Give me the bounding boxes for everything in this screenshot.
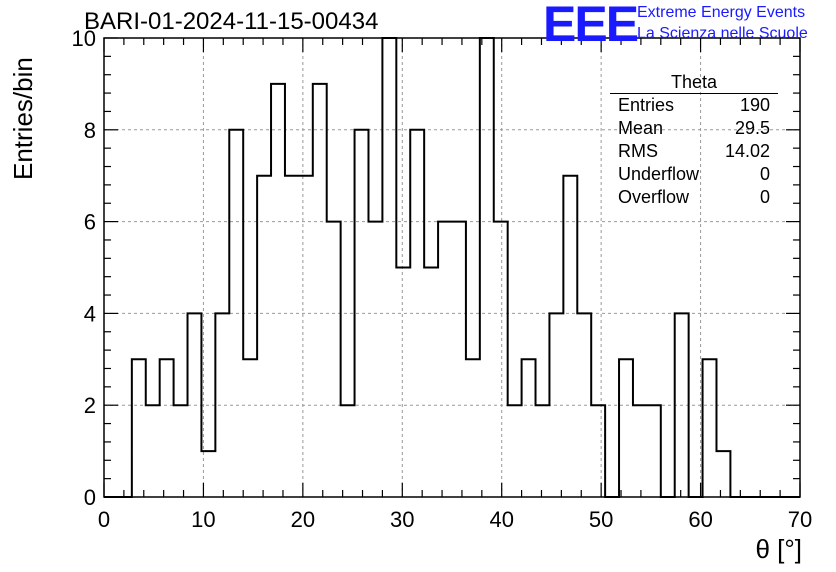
histogram-bin bbox=[410, 130, 424, 497]
histogram-bin bbox=[299, 176, 313, 497]
y-tick-label: 4 bbox=[84, 301, 96, 326]
stat-label: Underflow bbox=[618, 164, 700, 184]
histogram-bin bbox=[563, 176, 577, 497]
histogram-bin bbox=[132, 359, 146, 497]
histogram-bin bbox=[536, 405, 550, 497]
stats-box: Theta Entries 190 Mean 29.5 RMS 14.02 Un… bbox=[610, 72, 778, 209]
stat-value: 14.02 bbox=[724, 141, 770, 161]
x-tick-label: 40 bbox=[489, 507, 513, 532]
stat-label: Entries bbox=[618, 95, 675, 115]
histogram-bin bbox=[382, 38, 396, 497]
histogram-bars bbox=[104, 37, 800, 498]
stat-row-entries: Entries 190 bbox=[610, 94, 778, 117]
x-tick-label: 60 bbox=[688, 507, 712, 532]
x-tick-label: 20 bbox=[291, 507, 315, 532]
stat-value: 0 bbox=[759, 187, 770, 207]
histogram-bin bbox=[522, 359, 536, 497]
histogram-bin bbox=[188, 313, 202, 497]
x-tick-label: 70 bbox=[788, 507, 812, 532]
histogram-bin bbox=[243, 359, 257, 497]
histogram-bin bbox=[257, 176, 271, 497]
histogram-bin bbox=[438, 222, 452, 497]
y-tick-label: 2 bbox=[84, 393, 96, 418]
stat-value: 29.5 bbox=[734, 118, 770, 138]
histogram-bin bbox=[633, 405, 647, 497]
chart-title: BARI-01-2024-11-15-00434 bbox=[84, 8, 379, 35]
y-tick-label: 0 bbox=[84, 485, 96, 510]
stat-row-overflow: Overflow 0 bbox=[610, 186, 778, 209]
y-tick-label: 10 bbox=[72, 26, 96, 51]
x-axis-label: θ [°] bbox=[755, 534, 802, 564]
axis-ticks: 0 10 20 30 40 50 60 70 0 2 4 6 8 10 bbox=[72, 26, 813, 532]
histogram-bin bbox=[466, 359, 480, 497]
histogram-bin bbox=[285, 176, 299, 497]
histogram-bin bbox=[480, 38, 494, 497]
histogram-bin bbox=[508, 405, 522, 497]
logo-line-1: Extreme Energy Events bbox=[637, 4, 806, 21]
stat-value: 190 bbox=[739, 95, 770, 115]
histogram-bin bbox=[591, 405, 605, 497]
histogram-bin bbox=[174, 405, 188, 497]
y-tick-label: 8 bbox=[84, 118, 96, 143]
stat-label: Overflow bbox=[618, 187, 690, 207]
y-tick-label: 6 bbox=[84, 210, 96, 235]
x-tick-label: 0 bbox=[98, 507, 110, 532]
stat-label: Mean bbox=[618, 118, 664, 138]
axes-frame bbox=[103, 37, 801, 498]
histogram-bin bbox=[160, 359, 174, 497]
y-axis-label: Entries/bin bbox=[8, 57, 38, 180]
histogram-bin bbox=[675, 313, 689, 497]
histogram-bin bbox=[647, 405, 661, 497]
histogram-bin bbox=[396, 268, 410, 498]
eee-logo-mark: EEE bbox=[543, 0, 639, 52]
histogram-bin bbox=[313, 84, 327, 497]
x-tick-label: 30 bbox=[390, 507, 414, 532]
x-tick-label: 10 bbox=[191, 507, 215, 532]
stats-title: Theta bbox=[610, 72, 778, 94]
histogram-bin bbox=[368, 222, 382, 497]
histogram-bin bbox=[271, 84, 285, 497]
histogram-bin bbox=[703, 359, 717, 497]
histogram-bin bbox=[549, 313, 563, 497]
histogram-bin bbox=[619, 359, 633, 497]
x-tick-label: 50 bbox=[589, 507, 613, 532]
stat-row-mean: Mean 29.5 bbox=[610, 117, 778, 140]
histogram-bin bbox=[146, 405, 160, 497]
stat-row-rms: RMS 14.02 bbox=[610, 140, 778, 163]
histogram-bin bbox=[494, 222, 508, 497]
histogram-bin bbox=[341, 405, 355, 497]
stat-label: RMS bbox=[618, 141, 658, 161]
histogram-bin bbox=[716, 451, 730, 497]
histogram-bin bbox=[577, 313, 591, 497]
histogram-bin bbox=[229, 130, 243, 497]
histogram-bin bbox=[355, 130, 369, 497]
histogram-outline bbox=[104, 37, 800, 498]
histogram-bin bbox=[215, 313, 229, 497]
stat-value: 0 bbox=[759, 164, 770, 184]
logo-line-2: La Scienza nelle Scuole bbox=[637, 25, 808, 42]
plot-frame bbox=[103, 37, 801, 498]
stat-row-underflow: Underflow 0 bbox=[610, 163, 778, 186]
histogram-bin bbox=[327, 222, 341, 497]
histogram-bin bbox=[424, 268, 438, 498]
histogram-bin bbox=[452, 222, 466, 497]
